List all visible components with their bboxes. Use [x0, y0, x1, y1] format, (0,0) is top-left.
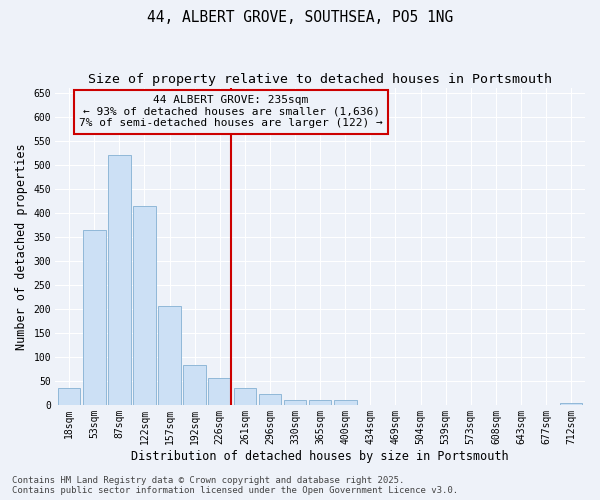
Bar: [259, 394, 281, 404]
Bar: [309, 400, 331, 404]
Bar: [233, 388, 256, 404]
Text: 44 ALBERT GROVE: 235sqm
← 93% of detached houses are smaller (1,636)
7% of semi-: 44 ALBERT GROVE: 235sqm ← 93% of detache…: [79, 95, 383, 128]
X-axis label: Distribution of detached houses by size in Portsmouth: Distribution of detached houses by size …: [131, 450, 509, 462]
Y-axis label: Number of detached properties: Number of detached properties: [15, 143, 28, 350]
Bar: [334, 400, 356, 404]
Bar: [133, 206, 156, 404]
Bar: [158, 306, 181, 404]
Text: Contains HM Land Registry data © Crown copyright and database right 2025.
Contai: Contains HM Land Registry data © Crown c…: [12, 476, 458, 495]
Bar: [208, 378, 231, 404]
Text: 44, ALBERT GROVE, SOUTHSEA, PO5 1NG: 44, ALBERT GROVE, SOUTHSEA, PO5 1NG: [147, 10, 453, 25]
Bar: [560, 403, 583, 404]
Title: Size of property relative to detached houses in Portsmouth: Size of property relative to detached ho…: [88, 72, 552, 86]
Bar: [284, 400, 307, 404]
Bar: [184, 364, 206, 405]
Bar: [58, 388, 80, 404]
Bar: [108, 155, 131, 404]
Bar: [83, 230, 106, 404]
